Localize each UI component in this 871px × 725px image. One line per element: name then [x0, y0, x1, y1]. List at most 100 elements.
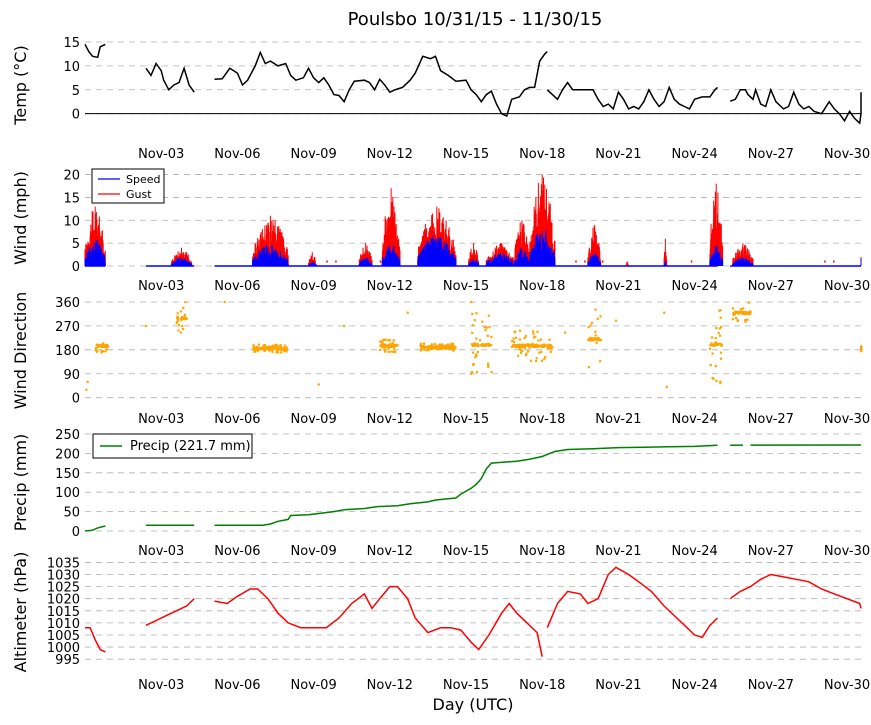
y-tick-label: 1010: [47, 617, 80, 632]
wind-dir-point: [100, 344, 103, 348]
wind-dir-point: [433, 343, 437, 346]
wind-dir-point: [481, 320, 484, 323]
wind-dir-point: [257, 343, 260, 346]
wind-dir-point: [487, 364, 490, 367]
wind-dir-point: [176, 317, 179, 321]
wind-dir-point: [479, 344, 482, 347]
wind-dir-point: [517, 343, 520, 347]
x-tick-label: Nov-27: [748, 678, 794, 693]
x-tick-label: Nov-15: [443, 412, 489, 427]
wind-dir-point: [258, 347, 261, 350]
y-tick-label: 0: [72, 525, 80, 540]
y-tick-label: 1005: [47, 629, 80, 644]
wind-dir-point: [716, 343, 719, 347]
wind-dir-point: [419, 349, 423, 352]
y-tick-label: 1000: [47, 641, 80, 656]
gust-point: [601, 260, 604, 263]
wind-dir-point: [471, 324, 474, 327]
wind-dir-point: [180, 319, 183, 322]
wind-dir-point: [279, 344, 282, 347]
wind-dir-point: [100, 349, 103, 353]
wind-dir-point: [597, 338, 600, 341]
wind-dir-point: [475, 312, 478, 315]
panel-temp: 0 5 10 15 Temp (°C) Nov-03 Nov-06 Nov-09 Nov-12 N…: [11, 36, 870, 162]
wind-dir-point: [747, 301, 750, 304]
series-line: [84, 444, 862, 532]
speed-burst: [663, 261, 668, 267]
y-tick-label: 5: [72, 84, 80, 99]
wind-dir-point: [731, 318, 734, 321]
wind-dir-point: [490, 370, 493, 374]
x-tick-label: Nov-15: [443, 678, 489, 693]
y-axis-label: Precip (mm): [11, 434, 30, 532]
wind-dir-point: [592, 338, 596, 342]
x-tick-label: Nov-09: [290, 147, 336, 162]
wind-dir-point: [518, 338, 521, 341]
wind-dir-point: [475, 337, 478, 340]
wind-dir-point: [524, 353, 528, 357]
speed-burst: [529, 229, 556, 267]
wind-dir-point: [453, 346, 456, 349]
wind-dir-point: [550, 347, 553, 350]
wind-dir-point: [510, 345, 514, 348]
wind-dir-point: [599, 338, 602, 341]
wind-dir-point: [425, 349, 428, 352]
wind-dir-point: [737, 312, 740, 315]
wind-dir-point: [427, 348, 430, 352]
series-line: [84, 43, 862, 125]
wind-dir-point: [263, 349, 266, 352]
speed-burst: [358, 257, 373, 267]
x-tick-label: Nov-18: [519, 544, 565, 559]
y-tick-label: 1020: [47, 593, 80, 608]
wind-dir-point: [485, 343, 488, 346]
wind-dir-point: [532, 330, 535, 333]
wind-dir-point: [490, 343, 493, 347]
wind-dir-point: [512, 344, 515, 348]
wind-dir-point: [182, 306, 185, 310]
wind-dir-point: [518, 345, 521, 348]
wind-dir-point: [436, 348, 439, 351]
wind-dir-point: [442, 346, 445, 349]
x-tick-label: Nov-12: [367, 279, 413, 294]
wind-dir-point: [547, 346, 550, 349]
wind-dir-point: [451, 348, 454, 351]
wind-dir-point: [709, 363, 712, 367]
wind-dir-point: [178, 324, 181, 327]
wind-dir-point: [710, 336, 714, 339]
series-line: [85, 566, 862, 657]
wind-dir-point: [450, 344, 453, 347]
wind-dir-point: [280, 346, 283, 350]
wind-dir-point: [535, 345, 538, 348]
wind-dir-point: [94, 346, 98, 349]
speed-burst: [485, 253, 515, 267]
wind-dir-point: [519, 349, 523, 352]
legend: Precip (221.7 mm): [92, 433, 253, 459]
wind-dir-point: [512, 337, 515, 340]
wind-dir-point: [262, 346, 266, 349]
wind-dir-point: [534, 343, 537, 347]
wind-dir-point: [749, 312, 752, 316]
wind-dir-point: [483, 343, 486, 346]
wind-dir-point: [714, 341, 717, 344]
wind-dir-point: [736, 319, 739, 323]
y-tick-label: 10: [63, 60, 80, 75]
wind-dir-point: [516, 345, 519, 348]
wind-dir-point: [176, 316, 179, 319]
wind-dir-point: [425, 346, 428, 349]
speed-burst: [381, 245, 401, 267]
wind-dir-point: [531, 342, 534, 345]
wind-dir-point: [179, 331, 183, 334]
x-tick-label: Nov-12: [367, 544, 413, 559]
wind-dir-point: [391, 343, 394, 346]
x-tick-label: Nov-24: [671, 544, 717, 559]
wind-dir-point: [285, 348, 288, 351]
wind-dir-point: [450, 342, 453, 345]
wind-dir-point: [254, 348, 258, 351]
wind-dir-point: [471, 351, 475, 354]
y-tick-label: 1035: [47, 556, 80, 571]
y-tick-label: 0: [72, 260, 80, 275]
gust-point: [326, 260, 328, 263]
wind-dir-point: [488, 325, 491, 329]
wind-dir-point: [317, 383, 320, 386]
